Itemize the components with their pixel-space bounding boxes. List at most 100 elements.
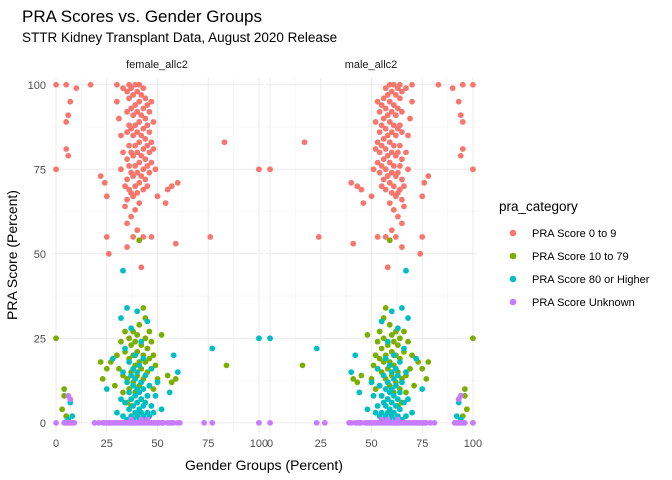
data-point bbox=[118, 338, 124, 345]
data-point bbox=[407, 115, 413, 122]
data-point bbox=[67, 98, 74, 105]
data-point bbox=[95, 419, 102, 426]
data-point bbox=[390, 338, 397, 345]
data-point bbox=[470, 419, 476, 426]
data-point bbox=[120, 389, 126, 396]
data-point bbox=[140, 305, 147, 311]
data-point bbox=[126, 163, 132, 169]
data-point bbox=[384, 396, 391, 403]
data-point bbox=[360, 200, 367, 207]
data-point bbox=[101, 179, 108, 186]
data-point bbox=[61, 386, 68, 392]
data-point bbox=[114, 81, 120, 88]
data-point bbox=[168, 183, 175, 190]
data-point bbox=[103, 365, 110, 372]
data-point bbox=[146, 382, 153, 389]
data-point bbox=[390, 352, 397, 359]
data-point bbox=[470, 81, 476, 88]
data-point bbox=[388, 227, 395, 234]
data-point bbox=[321, 419, 328, 426]
data-point bbox=[453, 413, 460, 419]
data-point bbox=[120, 369, 126, 376]
data-point bbox=[407, 365, 413, 372]
legend-key bbox=[509, 298, 517, 306]
data-point bbox=[87, 81, 94, 88]
data-point bbox=[455, 396, 462, 403]
data-point bbox=[116, 365, 122, 372]
data-point bbox=[358, 372, 365, 379]
data-point bbox=[386, 159, 393, 166]
data-point bbox=[65, 152, 72, 159]
data-point bbox=[397, 142, 403, 149]
data-point bbox=[435, 81, 442, 88]
x-tick-label: 0 bbox=[53, 438, 59, 450]
data-point bbox=[132, 122, 139, 129]
data-point bbox=[384, 112, 391, 119]
data-point bbox=[152, 392, 159, 399]
data-point bbox=[148, 403, 155, 409]
data-point bbox=[138, 132, 145, 139]
data-point bbox=[405, 396, 411, 403]
data-point bbox=[380, 176, 387, 183]
data-point bbox=[158, 406, 165, 413]
data-point bbox=[382, 386, 389, 392]
data-point bbox=[397, 163, 403, 169]
data-point bbox=[378, 102, 385, 108]
data-point bbox=[166, 389, 173, 396]
data-point bbox=[384, 152, 391, 159]
data-point bbox=[120, 267, 126, 274]
data-point bbox=[380, 115, 387, 122]
data-point bbox=[99, 376, 106, 382]
data-point bbox=[378, 345, 385, 352]
data-point bbox=[128, 125, 135, 132]
data-point bbox=[405, 338, 411, 345]
data-point bbox=[459, 81, 466, 88]
data-point bbox=[374, 139, 381, 146]
legend-label: PRA Score 0 to 9 bbox=[532, 228, 616, 240]
data-point bbox=[405, 166, 411, 173]
data-point bbox=[388, 149, 395, 156]
data-point bbox=[399, 220, 405, 227]
data-point bbox=[134, 332, 141, 338]
data-point bbox=[146, 129, 153, 136]
data-point bbox=[372, 146, 379, 152]
data-point bbox=[376, 355, 383, 362]
data-point bbox=[392, 382, 399, 389]
data-point bbox=[148, 159, 155, 166]
data-point bbox=[409, 81, 415, 88]
data-point bbox=[384, 173, 391, 179]
points-layer bbox=[53, 81, 262, 426]
data-point bbox=[144, 163, 151, 169]
data-point bbox=[136, 98, 143, 105]
data-point bbox=[132, 376, 139, 382]
data-point bbox=[397, 359, 403, 365]
data-point bbox=[403, 85, 409, 92]
data-point bbox=[384, 416, 391, 423]
data-point bbox=[142, 176, 149, 183]
data-point bbox=[267, 419, 273, 426]
data-point bbox=[130, 234, 137, 240]
data-point bbox=[388, 169, 395, 176]
data-point bbox=[384, 379, 391, 386]
data-point bbox=[427, 419, 434, 426]
data-point bbox=[392, 193, 399, 200]
data-point bbox=[384, 132, 391, 139]
chart-subtitle: STTR Kidney Transplant Data, August 2020… bbox=[22, 30, 337, 45]
data-point bbox=[53, 81, 59, 88]
data-point bbox=[386, 321, 393, 328]
data-point bbox=[372, 119, 379, 125]
data-point bbox=[128, 372, 135, 379]
data-point bbox=[138, 338, 145, 345]
facet-strip-label: male_allc2 bbox=[345, 59, 398, 71]
data-point bbox=[470, 166, 476, 173]
data-point bbox=[172, 240, 179, 247]
data-point bbox=[390, 81, 397, 88]
data-point bbox=[256, 335, 262, 342]
data-point bbox=[91, 419, 98, 426]
data-point bbox=[267, 166, 273, 173]
data-point bbox=[392, 234, 399, 240]
data-point bbox=[399, 176, 405, 183]
data-point bbox=[423, 376, 430, 382]
data-point bbox=[130, 382, 137, 389]
data-point bbox=[392, 403, 399, 409]
